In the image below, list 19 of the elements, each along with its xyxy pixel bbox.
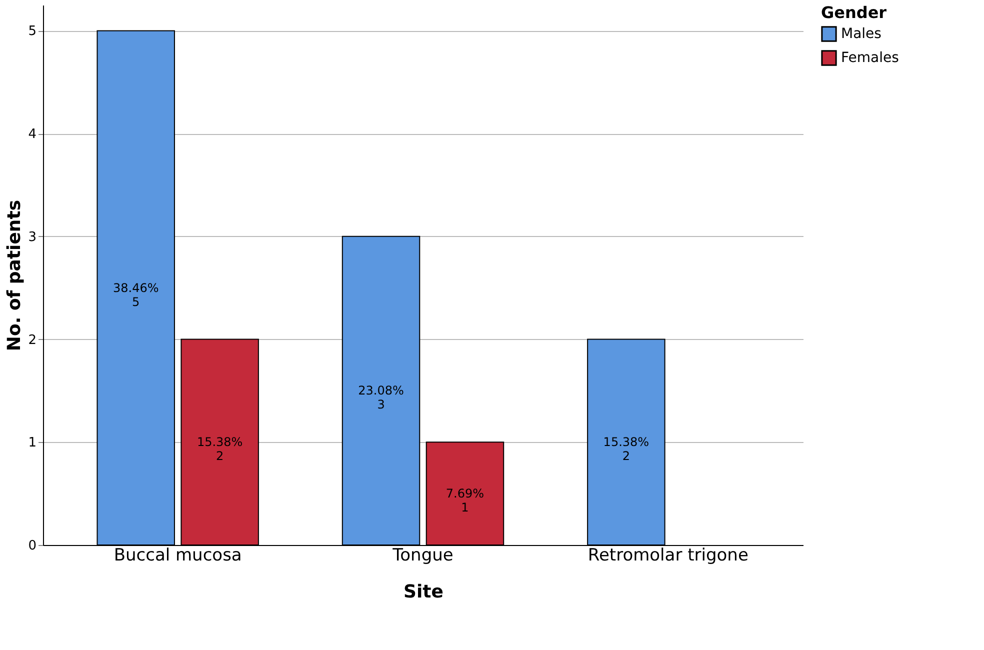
legend-title: Gender (821, 3, 887, 22)
y-tick-label: 3 (28, 230, 36, 245)
data-label: 38.46% 5 (112, 280, 159, 309)
y-axis-title: No. of patients (4, 200, 26, 352)
x-tick-label: Retromolar trigone (588, 546, 748, 566)
data-label: 7.69% 1 (446, 486, 484, 515)
y-tick-label: 2 (28, 332, 36, 348)
data-label: 15.38% 2 (603, 435, 650, 464)
x-tick-label: Tongue (392, 546, 454, 566)
legend-label: Females (841, 50, 899, 66)
data-label: 15.38% 2 (196, 435, 243, 464)
y-tick-label: 4 (28, 127, 36, 142)
x-tick-label: Buccal mucosa (114, 546, 242, 566)
y-tick-label: 1 (28, 436, 36, 451)
y-tick-label: 0 (28, 538, 36, 554)
y-tick-label: 5 (28, 24, 36, 40)
data-label: 23.08% 3 (358, 384, 404, 412)
x-axis-title: Site (404, 582, 444, 602)
legend-label: Males (841, 26, 882, 42)
